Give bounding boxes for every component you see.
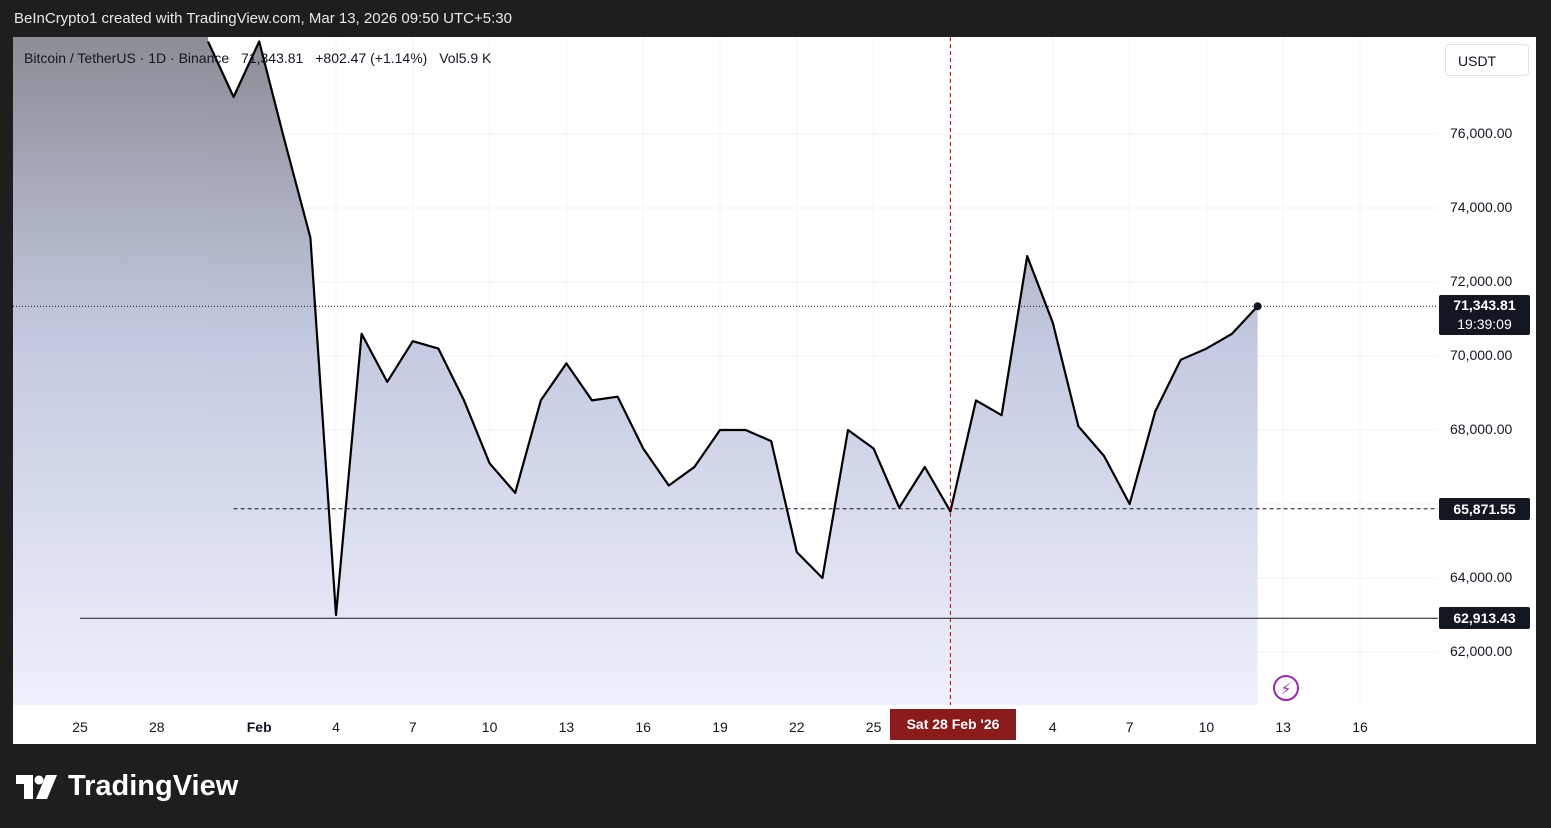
x-tick-label: 13 [558, 719, 575, 735]
legend-price: 71,343.81 [241, 50, 304, 66]
tv-logo-icon [16, 774, 57, 799]
price-tag-value: 71,343.81 [1453, 297, 1516, 314]
x-tick-label: 19 [712, 719, 728, 735]
x-tick-label: Feb [246, 719, 272, 735]
crosshair-date-label: Sat 28 Feb '26 [890, 709, 1016, 740]
lightning-icon[interactable]: ⚡ [1273, 675, 1299, 701]
price-tag: 71,343.81 19:39:09 [1439, 295, 1530, 336]
legend-change: +802.47 (+1.14%) [315, 50, 428, 66]
price-tag: 62,913.43 [1439, 607, 1530, 630]
countdown-timer: 19:39:09 [1457, 316, 1512, 333]
x-tick-label: 10 [481, 719, 498, 735]
price-area-fill-left [13, 37, 208, 705]
last-price-dot [1253, 302, 1262, 311]
currency-button[interactable]: USDT [1445, 44, 1529, 76]
price-area-fill [208, 41, 1258, 705]
price-tag: 65,871.55 [1439, 497, 1530, 520]
x-tick-label: 16 [635, 719, 651, 735]
symbol-name[interactable]: Bitcoin / TetherUS · 1D · Binance [24, 50, 230, 66]
y-tick-label: 74,000.00 [1450, 199, 1513, 215]
y-tick-label: 62,000.00 [1450, 643, 1513, 659]
tradingview-logo: TradingView [16, 770, 238, 803]
y-tick-label: 68,000.00 [1450, 421, 1513, 437]
brand-name: TradingView [68, 770, 239, 802]
price-line [207, 40, 1259, 617]
x-tick-label: 10 [1198, 719, 1215, 735]
x-tick-label: 25 [865, 719, 882, 735]
x-tick-label: 4 [1048, 719, 1057, 735]
symbol-legend: Bitcoin / TetherUS · 1D · Binance 71,343… [24, 50, 499, 66]
chart-frame[interactable]: Bitcoin / TetherUS · 1D · Binance 71,343… [13, 37, 1536, 744]
y-tick-label: 64,000.00 [1450, 569, 1513, 585]
x-tick-label: 16 [1352, 719, 1368, 735]
chart-attribution: BeInCrypto1 created with TradingView.com… [14, 10, 512, 27]
y-tick-label: 76,000.00 [1450, 125, 1513, 141]
x-tick-label: 7 [1125, 719, 1134, 735]
x-tick-label: 25 [72, 719, 88, 735]
x-tick-label: 28 [149, 719, 165, 735]
x-tick-label: 4 [332, 719, 340, 735]
y-tick-label: 70,000.00 [1450, 347, 1513, 363]
price-chart[interactable] [13, 37, 1536, 744]
x-tick-label: 7 [408, 719, 417, 735]
x-tick-label: 13 [1275, 719, 1291, 735]
legend-volume: Vol5.9 K [439, 50, 492, 66]
x-tick-label: 22 [789, 719, 805, 735]
y-tick-label: 72,000.00 [1450, 273, 1513, 289]
